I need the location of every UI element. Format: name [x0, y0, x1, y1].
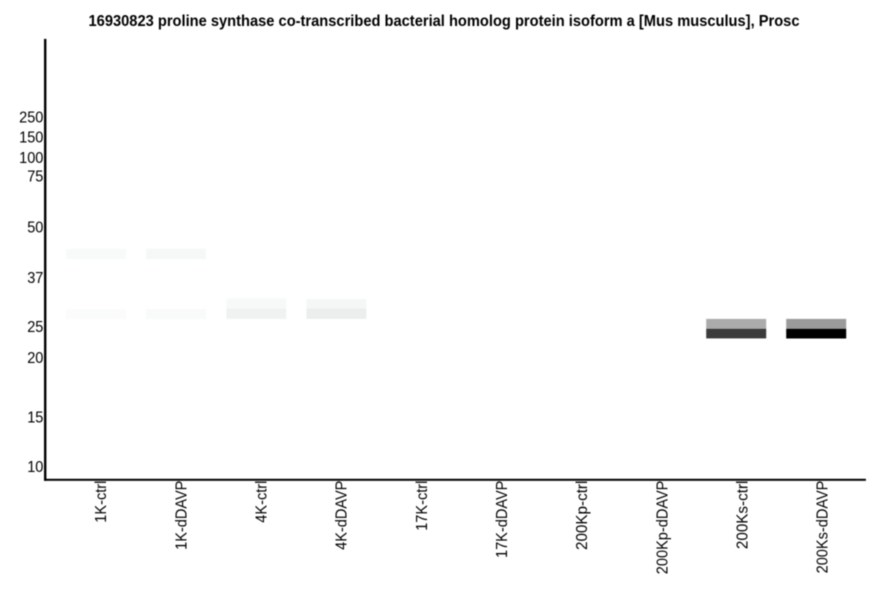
- svg-text:1K-dDAVP: 1K-dDAVP: [173, 481, 190, 550]
- svg-text:4K-dDAVP: 4K-dDAVP: [334, 481, 351, 550]
- svg-text:150: 150: [19, 129, 43, 146]
- svg-text:200Kp-dDAVP: 200Kp-dDAVP: [654, 481, 671, 575]
- svg-text:1K-ctrl: 1K-ctrl: [93, 481, 110, 523]
- svg-text:17K-dDAVP: 17K-dDAVP: [494, 481, 511, 558]
- svg-text:100: 100: [19, 150, 43, 167]
- svg-text:200Ks-dDAVP: 200Ks-dDAVP: [815, 481, 832, 574]
- svg-text:50: 50: [27, 219, 43, 236]
- svg-text:200Ks-ctrl: 200Ks-ctrl: [735, 481, 752, 549]
- svg-text:25: 25: [27, 319, 43, 336]
- svg-text:17K-ctrl: 17K-ctrl: [414, 481, 431, 531]
- svg-text:200Kp-ctrl: 200Kp-ctrl: [574, 481, 591, 550]
- svg-text:4K-ctrl: 4K-ctrl: [253, 481, 270, 523]
- svg-text:15: 15: [27, 410, 43, 427]
- svg-text:20: 20: [27, 350, 43, 367]
- svg-text:10: 10: [27, 459, 43, 476]
- svg-text:37: 37: [27, 270, 43, 287]
- svg-text:250: 250: [19, 109, 43, 126]
- svg-text:16930823 proline synthase co-t: 16930823 proline synthase co-transcribed…: [89, 13, 800, 30]
- svg-text:75: 75: [27, 169, 43, 186]
